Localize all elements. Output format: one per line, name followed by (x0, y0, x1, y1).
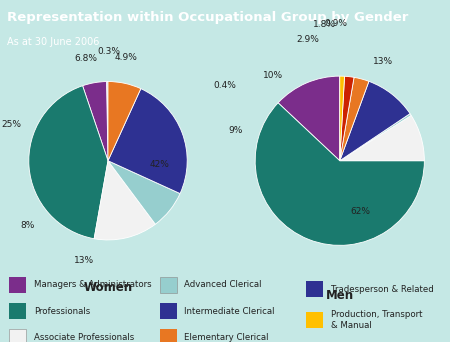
Text: 62%: 62% (350, 207, 370, 216)
Wedge shape (340, 81, 410, 161)
Text: 13%: 13% (373, 57, 393, 66)
Bar (9, 303, 26, 319)
Text: 25%: 25% (1, 120, 22, 129)
Bar (160, 277, 177, 293)
Bar (160, 303, 177, 319)
Wedge shape (278, 76, 340, 161)
Text: Tradesperson & Related: Tradesperson & Related (331, 285, 433, 293)
Text: Advanced Clerical: Advanced Clerical (184, 280, 262, 289)
Wedge shape (94, 161, 155, 240)
Wedge shape (29, 86, 108, 239)
Text: 4.9%: 4.9% (115, 53, 137, 62)
Bar (9, 329, 26, 342)
Bar (160, 329, 177, 342)
Text: 42%: 42% (149, 160, 169, 169)
Wedge shape (340, 76, 345, 161)
Bar (306, 281, 323, 297)
Wedge shape (108, 81, 141, 161)
Text: Women: Women (83, 281, 133, 294)
Wedge shape (340, 114, 411, 161)
Text: Elementary Clerical: Elementary Clerical (184, 333, 269, 342)
Text: 9%: 9% (229, 126, 243, 135)
Text: As at 30 June 2006: As at 30 June 2006 (7, 37, 99, 47)
Text: Associate Professionals: Associate Professionals (34, 333, 134, 342)
Wedge shape (107, 81, 108, 161)
Text: Professionals: Professionals (34, 307, 90, 316)
Bar (9, 277, 26, 293)
Text: 6.8%: 6.8% (74, 54, 97, 63)
Text: 0.9%: 0.9% (324, 19, 347, 28)
Text: Intermediate Clerical: Intermediate Clerical (184, 307, 275, 316)
Text: 13%: 13% (74, 256, 94, 265)
Text: Representation within Occupational Group by Gender: Representation within Occupational Group… (7, 11, 408, 24)
Text: 2.9%: 2.9% (296, 35, 319, 44)
Bar (306, 312, 323, 328)
Wedge shape (108, 89, 187, 194)
Wedge shape (340, 77, 369, 161)
Wedge shape (340, 76, 354, 161)
Text: Men: Men (326, 289, 354, 302)
Text: & Manual: & Manual (331, 320, 372, 330)
Wedge shape (255, 103, 424, 245)
Text: 8%: 8% (21, 221, 35, 230)
Wedge shape (340, 115, 424, 161)
Text: 0.4%: 0.4% (214, 81, 236, 90)
Text: Production, Transport: Production, Transport (331, 310, 422, 319)
Text: Managers & Administrators: Managers & Administrators (34, 280, 151, 289)
Text: 0.3%: 0.3% (98, 47, 121, 56)
Text: 10%: 10% (263, 71, 283, 80)
Wedge shape (83, 81, 108, 161)
Text: 1.8%: 1.8% (313, 20, 336, 29)
Wedge shape (108, 161, 180, 224)
